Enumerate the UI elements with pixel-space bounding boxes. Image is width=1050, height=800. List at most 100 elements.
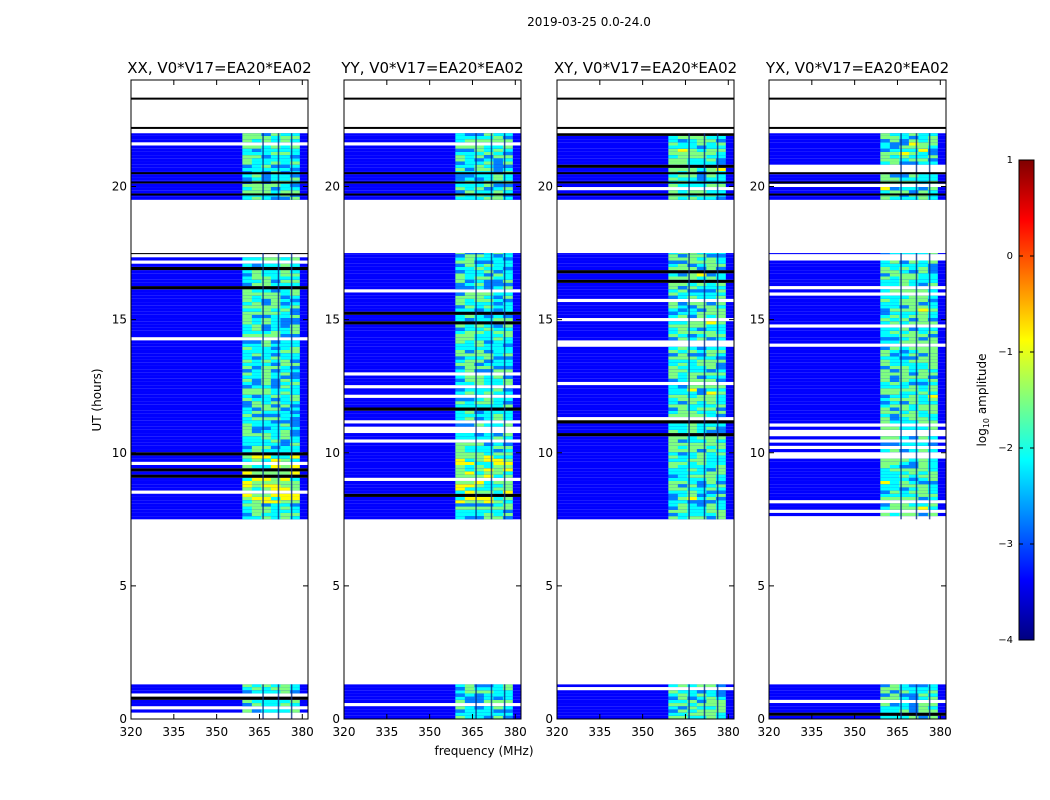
heatmap-cell xyxy=(706,324,717,328)
heatmap-cell xyxy=(131,703,308,707)
heatmap-cell xyxy=(474,690,485,694)
heatmap-cell xyxy=(251,503,262,507)
heatmap-cell xyxy=(289,145,300,149)
heatmap-cell xyxy=(344,167,521,172)
heatmap-cell xyxy=(687,439,698,443)
heatmap-cell xyxy=(715,391,726,395)
heatmap-cell xyxy=(668,257,679,261)
heatmap-cell xyxy=(474,337,485,341)
heatmap-cell xyxy=(899,388,910,392)
heatmap-cell xyxy=(918,385,929,389)
heatmap-cell xyxy=(677,516,688,520)
heatmap-cell xyxy=(687,490,698,494)
heatmap-cell xyxy=(677,273,688,277)
heatmap-cell xyxy=(715,311,726,315)
heatmap-cell xyxy=(270,420,281,424)
heatmap-cell xyxy=(769,417,946,421)
heatmap-cell xyxy=(344,423,521,427)
heatmap-cell xyxy=(687,145,698,149)
heatmap-cell xyxy=(270,158,281,162)
heatmap-cell xyxy=(270,426,281,430)
heatmap-cell xyxy=(261,381,272,386)
heatmap-cell xyxy=(927,369,938,373)
heatmap-cell xyxy=(687,346,698,350)
heatmap-cell xyxy=(899,417,910,421)
heatmap-cell xyxy=(270,500,281,504)
heatmap-cell xyxy=(344,388,521,392)
heatmap-cell xyxy=(908,279,919,283)
heatmap-cell xyxy=(344,709,521,713)
heatmap-cell xyxy=(715,487,726,491)
heatmap-cell xyxy=(455,292,466,296)
heatmap-cell xyxy=(899,321,910,325)
heatmap-cell xyxy=(677,161,688,165)
heatmap-cell xyxy=(668,196,679,200)
heatmap-cell xyxy=(696,177,707,181)
heatmap-cell xyxy=(908,693,919,697)
heatmap-cell xyxy=(493,696,504,700)
heatmap-cell xyxy=(677,308,688,312)
heatmap-cell xyxy=(715,461,726,465)
heatmap-cell xyxy=(242,703,253,707)
heatmap-cell xyxy=(557,388,734,392)
heatmap-cell xyxy=(880,346,891,350)
heatmap-cell xyxy=(696,158,707,162)
heatmap-cell xyxy=(668,295,679,299)
heatmap-cell xyxy=(261,302,272,306)
heatmap-cell xyxy=(918,420,929,424)
heatmap-cell xyxy=(502,273,513,277)
heatmap-cell xyxy=(502,158,513,162)
heatmap-cell xyxy=(899,512,910,517)
heatmap-cell xyxy=(899,503,910,507)
heatmap-cell xyxy=(715,455,726,459)
heatmap-cell xyxy=(889,142,900,146)
heatmap-cell xyxy=(706,353,717,357)
heatmap-cell xyxy=(270,340,281,344)
heatmap-cell xyxy=(880,442,891,446)
heatmap-cell xyxy=(455,512,466,517)
heatmap-cell xyxy=(493,158,504,162)
heatmap-cell xyxy=(261,506,272,510)
heatmap-cell xyxy=(261,709,272,713)
heatmap-cell xyxy=(769,426,946,430)
heatmap-cell xyxy=(261,324,272,328)
heatmap-cell xyxy=(280,417,291,421)
heatmap-cell xyxy=(131,503,308,507)
heatmap-cell xyxy=(706,699,717,704)
heatmap-cell xyxy=(889,276,900,280)
heatmap-cell xyxy=(668,302,679,306)
colorbar-gradient xyxy=(1018,159,1035,641)
heatmap-cell xyxy=(687,155,698,159)
heatmap-cell xyxy=(706,500,717,504)
heatmap-cell xyxy=(706,452,717,456)
heatmap-cell xyxy=(927,709,938,713)
heatmap-cell xyxy=(557,190,734,194)
heatmap-cell xyxy=(251,148,262,152)
heatmap-cell xyxy=(908,190,919,194)
heatmap-cell xyxy=(270,516,281,520)
heatmap-cell xyxy=(677,509,688,513)
heatmap-cell xyxy=(687,190,698,194)
heatmap-cell xyxy=(557,516,734,520)
heatmap-cell xyxy=(483,346,494,350)
heatmap-flag-row xyxy=(131,452,308,456)
heatmap-cell xyxy=(769,391,946,395)
heatmap-cell xyxy=(344,286,521,290)
heatmap-cell xyxy=(502,684,513,688)
heatmap-cell xyxy=(918,148,929,152)
heatmap-cell xyxy=(493,340,504,344)
heatmap-cell xyxy=(483,298,494,303)
heatmap-cell xyxy=(715,135,726,140)
heatmap-cell xyxy=(270,346,281,350)
heatmap-cell xyxy=(455,417,466,421)
heatmap-cell xyxy=(242,684,253,688)
heatmap-cell xyxy=(493,490,504,494)
heatmap-cell xyxy=(899,684,910,688)
heatmap-cell xyxy=(344,161,521,165)
heatmap-cell xyxy=(677,302,688,306)
heatmap-cell xyxy=(918,397,929,402)
heatmap-cell xyxy=(908,305,919,309)
heatmap-cell xyxy=(880,378,891,382)
heatmap-cell xyxy=(242,327,253,331)
heatmap-cell xyxy=(464,410,475,414)
